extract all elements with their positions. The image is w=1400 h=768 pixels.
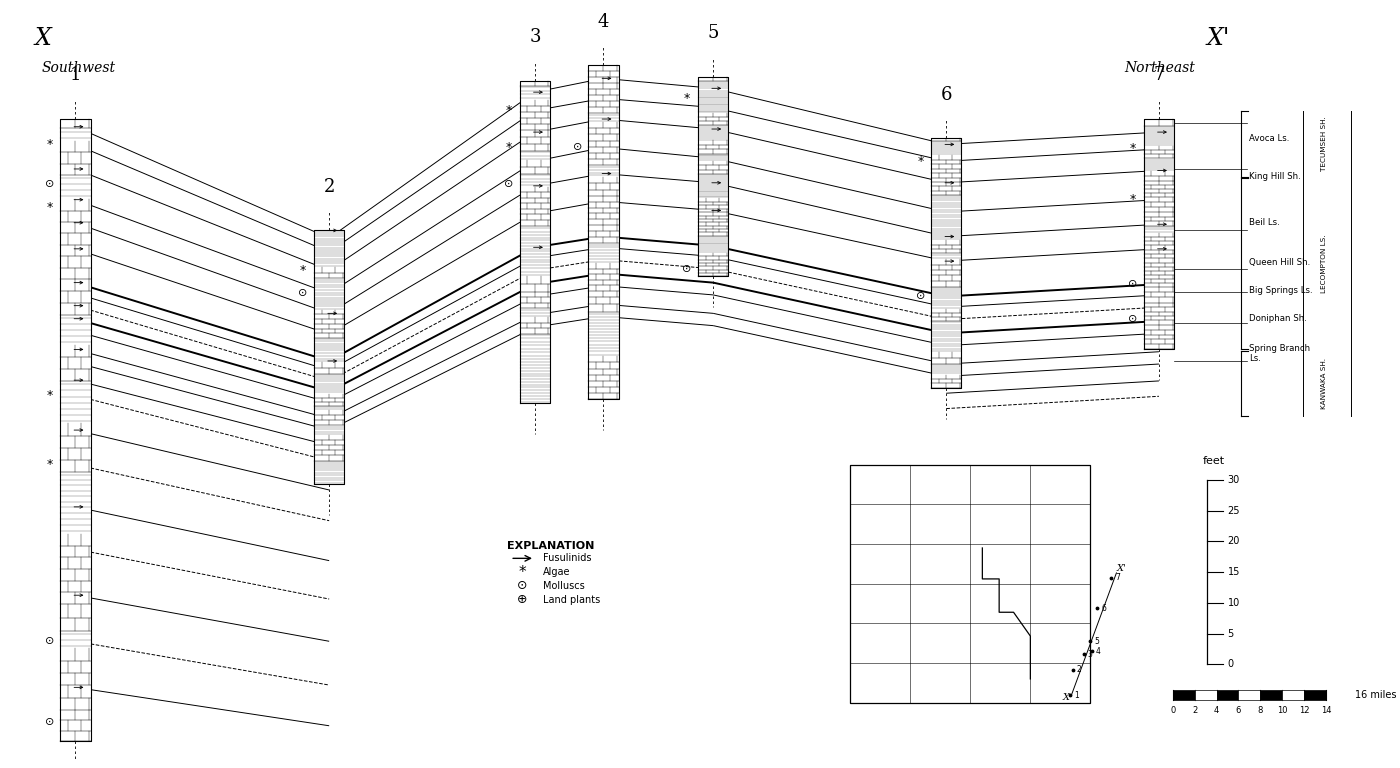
Bar <box>314 230 344 484</box>
Bar <box>699 77 728 276</box>
Text: 14: 14 <box>1322 706 1331 715</box>
Text: 8: 8 <box>1257 706 1263 715</box>
Text: 1: 1 <box>70 67 81 84</box>
Text: ⊙: ⊙ <box>682 263 692 274</box>
Text: 7: 7 <box>1154 67 1165 84</box>
Text: X': X' <box>1116 564 1126 574</box>
Bar <box>850 465 1091 703</box>
Text: EXPLANATION: EXPLANATION <box>507 541 595 551</box>
Text: X': X' <box>1207 27 1231 50</box>
Text: ⊕: ⊕ <box>517 594 528 606</box>
Text: 5: 5 <box>1228 628 1233 639</box>
Bar <box>1282 690 1305 700</box>
Text: Beil Ls.: Beil Ls. <box>1249 218 1280 227</box>
Text: 2: 2 <box>323 178 335 196</box>
Text: KANWAKA SH.: KANWAKA SH. <box>1320 358 1327 409</box>
Text: 5: 5 <box>707 25 718 42</box>
Text: Big Springs Ls.: Big Springs Ls. <box>1249 286 1313 295</box>
Text: Molluscs: Molluscs <box>543 581 585 591</box>
Text: *: * <box>505 141 512 154</box>
Text: Spring Branch
Ls.: Spring Branch Ls. <box>1249 343 1310 363</box>
Text: LECOMPTON LS.: LECOMPTON LS. <box>1320 234 1327 293</box>
Text: X: X <box>1063 694 1070 703</box>
Bar <box>1173 690 1194 700</box>
Text: 6: 6 <box>1102 604 1106 613</box>
Text: 6: 6 <box>1236 706 1242 715</box>
Text: TECUMSEH SH.: TECUMSEH SH. <box>1320 117 1327 171</box>
Text: ⊙: ⊙ <box>517 580 528 592</box>
Text: King Hill Sh.: King Hill Sh. <box>1249 172 1301 181</box>
Bar <box>1260 690 1282 700</box>
Text: *: * <box>46 201 52 214</box>
Text: *: * <box>46 458 52 471</box>
Bar <box>1144 119 1175 349</box>
Text: ⊙: ⊙ <box>1128 279 1138 290</box>
Text: 6: 6 <box>941 86 952 104</box>
Text: 3: 3 <box>1088 650 1092 659</box>
Text: *: * <box>685 92 690 104</box>
Text: Queen Hill Sh.: Queen Hill Sh. <box>1249 258 1310 267</box>
Text: 7: 7 <box>1114 573 1120 582</box>
Text: *: * <box>46 389 52 402</box>
Text: *: * <box>1130 143 1135 155</box>
Bar <box>1194 690 1217 700</box>
Text: ⊙: ⊙ <box>45 717 55 727</box>
Text: 3: 3 <box>529 28 540 46</box>
Bar <box>60 119 91 741</box>
Text: 2: 2 <box>1191 706 1197 715</box>
Text: *: * <box>1130 194 1135 206</box>
Bar <box>931 138 962 388</box>
Text: 2: 2 <box>1077 665 1081 674</box>
Text: 0: 0 <box>1170 706 1175 715</box>
Text: Doniphan Sh.: Doniphan Sh. <box>1249 314 1308 323</box>
Text: feet: feet <box>1203 456 1225 466</box>
Text: *: * <box>519 564 526 580</box>
Text: Algae: Algae <box>543 567 571 578</box>
Text: 20: 20 <box>1228 536 1240 547</box>
Text: 4: 4 <box>1214 706 1219 715</box>
Text: 15: 15 <box>1228 567 1240 578</box>
Text: ⊙: ⊙ <box>916 291 925 302</box>
Text: 4: 4 <box>598 13 609 31</box>
Text: ⊙: ⊙ <box>1128 314 1138 325</box>
Text: *: * <box>917 155 924 167</box>
Bar <box>1239 690 1260 700</box>
Text: 16 miles: 16 miles <box>1355 690 1397 700</box>
Text: 5: 5 <box>1095 637 1099 646</box>
Text: Avoca Ls.: Avoca Ls. <box>1249 134 1289 143</box>
Text: 0: 0 <box>1228 659 1233 670</box>
Text: ⊙: ⊙ <box>45 179 55 190</box>
Text: 1: 1 <box>1074 690 1078 700</box>
Text: 12: 12 <box>1299 706 1309 715</box>
Text: 10: 10 <box>1228 598 1240 608</box>
Text: 10: 10 <box>1277 706 1288 715</box>
Text: 4: 4 <box>1096 647 1100 656</box>
Text: ⊙: ⊙ <box>504 179 514 190</box>
Text: *: * <box>505 104 512 117</box>
Bar <box>588 65 619 399</box>
Text: ⊙: ⊙ <box>45 636 55 647</box>
Text: X: X <box>34 27 52 50</box>
Text: *: * <box>300 264 307 276</box>
Text: ⊙: ⊙ <box>298 288 308 299</box>
Bar <box>1217 690 1239 700</box>
Text: Fusulinids: Fusulinids <box>543 553 592 564</box>
Text: *: * <box>46 138 52 151</box>
Text: Northeast: Northeast <box>1124 61 1196 75</box>
Text: 30: 30 <box>1228 475 1240 485</box>
Text: Southwest: Southwest <box>41 61 115 75</box>
Text: 25: 25 <box>1228 505 1240 516</box>
Text: ⊙: ⊙ <box>573 142 582 153</box>
Bar <box>519 81 550 403</box>
Bar <box>1305 690 1326 700</box>
Text: Land plants: Land plants <box>543 594 601 605</box>
